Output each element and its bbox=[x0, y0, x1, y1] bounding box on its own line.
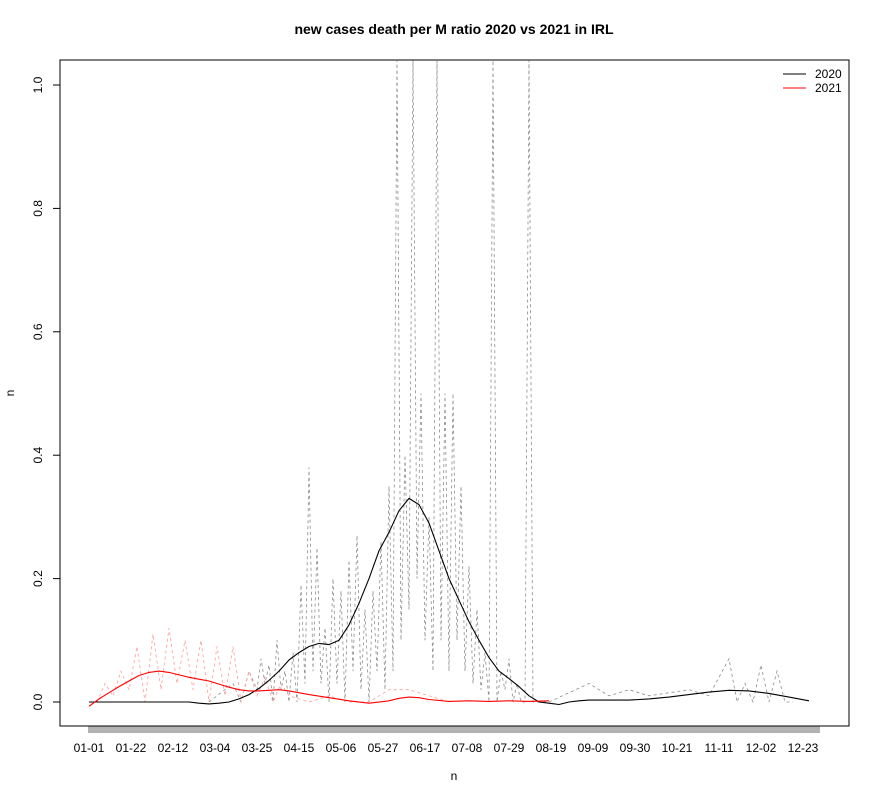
x-tick-label: 12-02 bbox=[746, 741, 777, 755]
x-minor-ticks bbox=[88, 726, 820, 733]
x-tick-label: 09-09 bbox=[578, 741, 609, 755]
series-line-2020 bbox=[89, 497, 810, 706]
x-tick-label: 02-12 bbox=[158, 741, 189, 755]
plot-frame bbox=[59, 59, 850, 727]
y-tick-label: 0.4 bbox=[31, 447, 45, 464]
x-tick-label: 07-08 bbox=[452, 741, 483, 755]
x-axis: 01-01 01-22 02-12 03-04 03-25 04-15 05-06 05-27… bbox=[74, 725, 820, 755]
x-tick-label: 05-06 bbox=[326, 741, 357, 755]
raw-series-2021 bbox=[96, 627, 450, 704]
x-tick-label: 04-15 bbox=[284, 741, 315, 755]
y-tick-label: 1.0 bbox=[31, 76, 45, 93]
x-tick-label: 11-11 bbox=[705, 741, 734, 755]
series-line-2021 bbox=[88, 670, 550, 707]
chart-title: new cases death per M ratio 2020 vs 2021… bbox=[294, 21, 613, 37]
x-tick-label: 01-01 bbox=[74, 741, 105, 755]
x-tick-label: 03-04 bbox=[200, 741, 231, 755]
x-tick-label: 03-25 bbox=[242, 741, 273, 755]
x-tick-label: 06-17 bbox=[410, 741, 441, 755]
x-tick-label: 05-27 bbox=[368, 741, 399, 755]
x-tick-label: 10-21 bbox=[662, 741, 693, 755]
y-axis-label: n bbox=[3, 390, 17, 397]
y-tick-label: 0.0 bbox=[31, 693, 45, 710]
y-tick-label: 0.8 bbox=[31, 200, 45, 217]
legend-label-2021: 2021 bbox=[815, 81, 842, 95]
legend-label-2020: 2020 bbox=[815, 67, 842, 81]
smoothed-lines-layer bbox=[88, 497, 810, 707]
x-tick-label: 07-29 bbox=[494, 741, 525, 755]
y-tick-label: 0.2 bbox=[31, 570, 45, 587]
raw-data-layer bbox=[96, 60, 793, 704]
x-tick-label: 01-22 bbox=[116, 741, 147, 755]
x-tick-label: 09-30 bbox=[620, 741, 651, 755]
y-axis: 0.0 0.2 0.4 0.6 0.8 1.0 bbox=[31, 76, 61, 710]
raw-series-2020 bbox=[208, 60, 793, 704]
x-tick-label: 08-19 bbox=[536, 741, 567, 755]
x-tick-label: 12-23 bbox=[788, 741, 819, 755]
x-axis-label: n bbox=[451, 769, 458, 783]
y-tick-label: 0.6 bbox=[31, 323, 45, 340]
